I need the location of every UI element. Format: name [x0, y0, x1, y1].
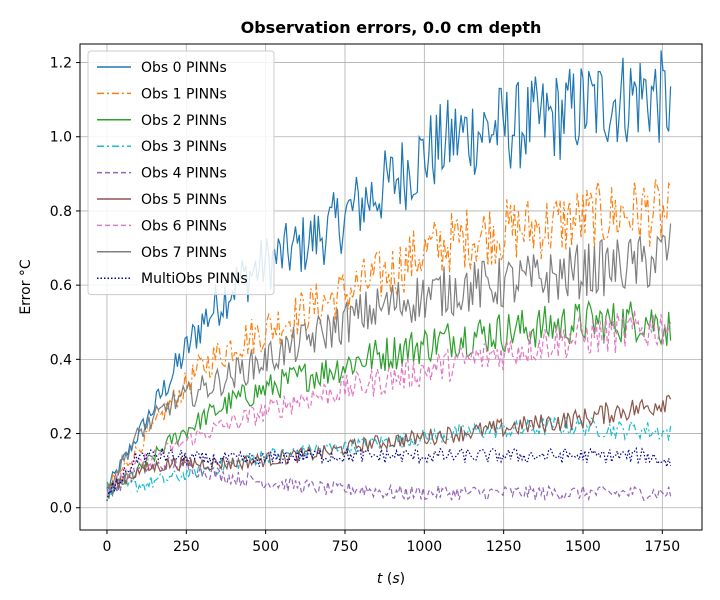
x-axis-ticks: 0 250 500 750 1000 1250 1500 1750 — [103, 530, 681, 555]
legend-label-2: Obs 2 PINNs — [141, 113, 227, 129]
chart-title: Observation errors, 0.0 cm depth — [241, 18, 542, 37]
series-line-5 — [106, 394, 672, 491]
legend-label-8: MultiObs PINNs — [141, 271, 248, 287]
x-axis-label-s: s — [392, 571, 399, 587]
legend-label-0: Obs 0 PINNs — [141, 60, 227, 76]
y-tick-label: 0.0 — [50, 501, 72, 517]
x-tick-label: 1000 — [407, 539, 443, 555]
series-line-4 — [106, 456, 672, 502]
legend-box — [87, 50, 275, 296]
x-tick-label: 500 — [252, 539, 279, 555]
y-tick-label: 0.6 — [50, 278, 72, 294]
y-tick-label: 1.0 — [50, 130, 72, 146]
series-lines — [106, 50, 672, 502]
x-axis-label-close: ) — [400, 571, 405, 587]
x-tick-label: 1500 — [565, 539, 601, 555]
legend: Obs 0 PINNs Obs 1 PINNs Obs 2 PINNs Obs 3 P… — [87, 50, 275, 296]
x-tick-label: 1750 — [645, 539, 681, 555]
y-axis-ticks: 0.0 0.2 0.4 0.6 0.8 1.0 1.2 — [50, 56, 80, 517]
series-line-8 — [106, 446, 672, 501]
x-axis-label-t: t — [377, 571, 383, 587]
x-tick-label: 1250 — [486, 539, 522, 555]
legend-label-6: Obs 6 PINNs — [141, 218, 227, 234]
series-line-1 — [106, 178, 672, 490]
y-tick-label: 0.8 — [50, 204, 72, 220]
y-axis-label: Error °C — [18, 259, 34, 315]
y-tick-label: 0.4 — [50, 352, 72, 368]
series-line-6 — [106, 310, 672, 497]
x-tick-label: 750 — [332, 539, 359, 555]
plot-area — [79, 43, 703, 531]
series-line-3 — [106, 416, 672, 498]
legend-label-3: Obs 3 PINNs — [141, 139, 227, 155]
x-axis-label-unit: ( — [382, 571, 392, 587]
series-line-0 — [106, 50, 672, 490]
y-tick-label: 0.2 — [50, 427, 72, 443]
legend-label-4: Obs 4 PINNs — [141, 166, 227, 182]
legend-label-1: Obs 1 PINNs — [141, 86, 227, 102]
legend-label-5: Obs 5 PINNs — [141, 192, 227, 208]
x-axis-label: t (s) — [377, 571, 405, 587]
y-tick-label: 1.2 — [50, 56, 72, 72]
legend-label-7: Obs 7 PINNs — [141, 245, 227, 261]
x-tick-label: 0 — [103, 539, 112, 555]
series-line-7 — [106, 223, 672, 492]
x-tick-label: 250 — [173, 539, 200, 555]
